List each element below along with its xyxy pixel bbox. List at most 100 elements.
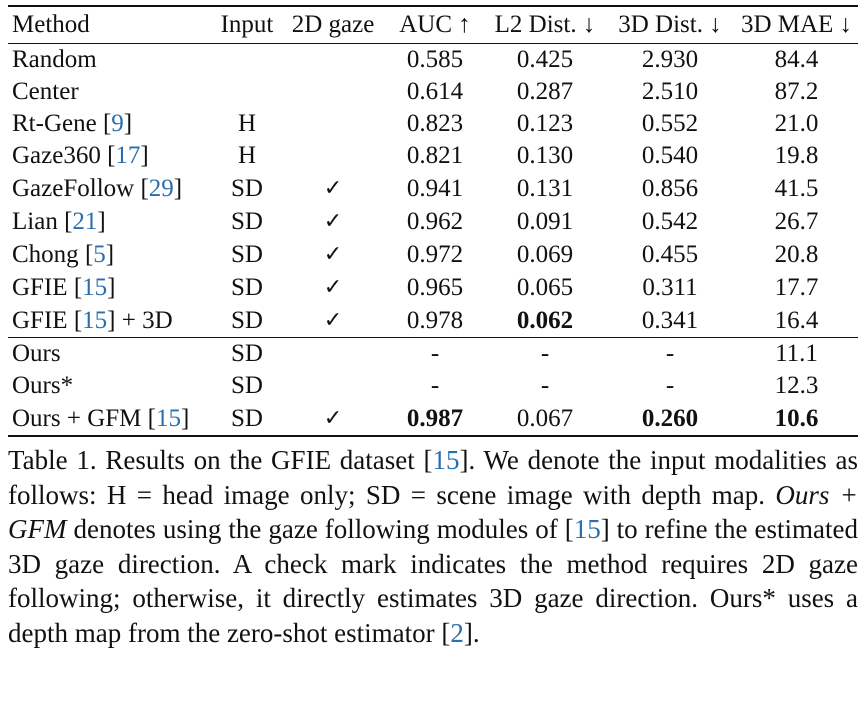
l2-dist-cell: 0.091 [516,207,574,235]
table-row: Gaze360 [17] H 0.821 0.130 0.540 19.8 [8,140,858,172]
auc-cell: 0.941 [406,174,464,202]
table-header: Method Input 2D gaze AUC ↑ L2 Dist. ↓ 3D… [8,6,858,44]
header-method: Method [12,11,90,38]
citation-link[interactable]: 15 [155,404,181,432]
method-name: Rt-Gene [12,110,97,137]
auc-cell: 0.978 [406,306,464,334]
method-cell: Random [8,44,213,77]
input-cell: H [237,142,257,169]
3d-mae-cell: 84.4 [774,46,819,73]
input-cell: SD [231,207,263,235]
gaze2d-cell [281,44,385,77]
method-cell: Gaze360 [17] [12,142,149,169]
method-name: GFIE [12,273,68,301]
input-cell: SD [231,340,263,367]
check-mark-icon: ✓ [323,242,343,267]
l2-dist-cell: - [540,340,550,367]
3d-dist-cell: 0.455 [641,240,699,268]
method-cell: Ours [8,338,213,371]
method-name: Chong [12,240,79,268]
caption-text: ] to refine the estimated 3D gaze direct… [8,514,858,648]
citation-link[interactable]: 15 [82,306,108,334]
input-cell: SD [231,404,263,432]
citation-link[interactable]: 17 [115,142,141,169]
l2-dist-cell: - [540,372,550,399]
caption-text: Table 1. Results on the GFIE dataset [ [8,445,433,475]
3d-dist-cell: 0.260 [641,404,699,432]
method-suffix: + 3D [115,306,173,334]
3d-mae-cell: 11.1 [775,340,818,367]
gaze2d-cell [281,108,385,140]
table-row: Center 0.614 0.287 2.510 87.2 [8,76,858,108]
l2-dist-cell: 0.130 [516,142,574,169]
l2-dist-cell: 0.131 [516,174,574,202]
check-mark-icon: ✓ [323,275,343,300]
method-cell: Chong [5] [12,240,115,268]
auc-cell: 0.962 [406,207,464,235]
gaze2d-cell [281,76,385,108]
gaze2d-cell [281,338,385,371]
method-name: Ours [12,340,61,367]
caption-italic: Ours + GFM [8,479,859,545]
gaze2d-cell [281,370,385,402]
auc-cell: - [430,372,440,399]
input-cell: SD [231,306,263,334]
gaze2d-cell: ✓ [281,172,385,205]
3d-dist-cell: 0.552 [641,110,699,137]
table-caption: Table 1. Results on the GFIE dataset [15… [8,443,858,650]
auc-cell: 0.614 [406,78,464,105]
header-3d-mae: 3D MAE ↓ [740,11,853,38]
gaze2d-cell: ✓ [281,304,385,338]
citation-link[interactable]: 5 [93,240,106,268]
3d-dist-cell: 2.510 [641,78,699,105]
citation-link[interactable]: 15 [573,514,601,544]
header-auc: AUC ↑ [399,11,471,38]
citation-link[interactable]: 15 [432,445,460,475]
check-mark-icon: ✓ [323,176,343,201]
citation-link[interactable]: 9 [111,110,124,137]
table-row: GazeFollow [29] SD ✓ 0.941 0.131 0.856 41.5 [8,172,858,205]
caption-text: ]. We denote the input modalities as fol… [8,445,858,510]
gaze2d-cell: ✓ [281,238,385,271]
3d-dist-cell: - [665,340,675,367]
citation-link[interactable]: 29 [148,174,174,202]
auc-cell: 0.987 [406,404,464,432]
3d-dist-cell: 0.856 [641,174,699,202]
table-row: Ours + GFM [15] SD ✓ 0.987 0.067 0.260 10.6 [8,402,858,436]
3d-mae-cell: 12.3 [774,372,819,399]
method-name: GFIE [12,306,68,334]
3d-mae-cell: 26.7 [774,207,819,235]
method-cell: Center [8,76,213,108]
3d-dist-cell: 0.540 [641,142,699,169]
citation-link[interactable]: 21 [72,207,98,235]
l2-dist-cell: 0.062 [516,306,574,334]
auc-cell: 0.823 [406,110,464,137]
auc-cell: 0.965 [406,273,464,301]
table-row: Ours* SD - - - 12.3 [8,370,858,402]
3d-mae-cell: 20.8 [774,240,819,268]
header-l2-dist: L2 Dist. ↓ [494,11,596,38]
3d-dist-cell: 2.930 [641,46,699,73]
3d-dist-cell: 0.341 [641,306,699,334]
citation-link[interactable]: 2 [450,617,464,648]
gaze2d-cell: ✓ [281,271,385,304]
3d-mae-cell: 41.5 [774,174,819,202]
method-name: Ours + GFM [12,404,142,432]
auc-cell: - [430,340,440,367]
gaze2d-cell: ✓ [281,205,385,238]
citation-link[interactable]: 15 [82,273,108,301]
3d-mae-cell: 16.4 [774,306,819,334]
check-mark-icon: ✓ [323,209,343,234]
input-cell [213,44,281,77]
method-name: Center [12,78,79,105]
input-cell: SD [231,273,263,301]
3d-mae-cell: 21.0 [774,110,819,137]
method-cell: GFIE [15] + 3D [12,306,173,334]
method-name: Random [12,46,97,73]
l2-dist-cell: 0.067 [516,404,574,432]
l2-dist-cell: 0.425 [516,46,574,73]
l2-dist-cell: 0.123 [516,110,574,137]
table-row: Ours SD - - - 11.1 [8,338,858,371]
check-mark-icon: ✓ [323,308,343,333]
l2-dist-cell: 0.065 [516,273,574,301]
